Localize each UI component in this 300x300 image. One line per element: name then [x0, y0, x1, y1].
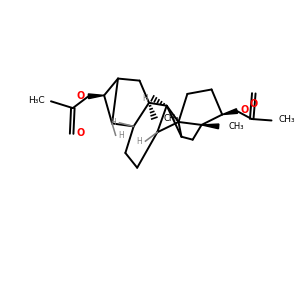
Polygon shape — [88, 94, 104, 99]
Text: CH₃: CH₃ — [164, 114, 179, 123]
Text: O: O — [250, 99, 258, 109]
Text: CH₃: CH₃ — [279, 116, 296, 124]
Text: H: H — [142, 94, 148, 103]
Text: H: H — [136, 136, 142, 146]
Text: H: H — [110, 118, 116, 127]
Text: O: O — [76, 128, 84, 138]
Polygon shape — [222, 109, 238, 115]
Text: CH₃: CH₃ — [228, 122, 244, 131]
Text: H₃C: H₃C — [28, 96, 44, 105]
Text: O: O — [77, 91, 85, 101]
Text: H: H — [118, 131, 124, 140]
Polygon shape — [202, 124, 219, 129]
Text: O: O — [241, 105, 249, 116]
